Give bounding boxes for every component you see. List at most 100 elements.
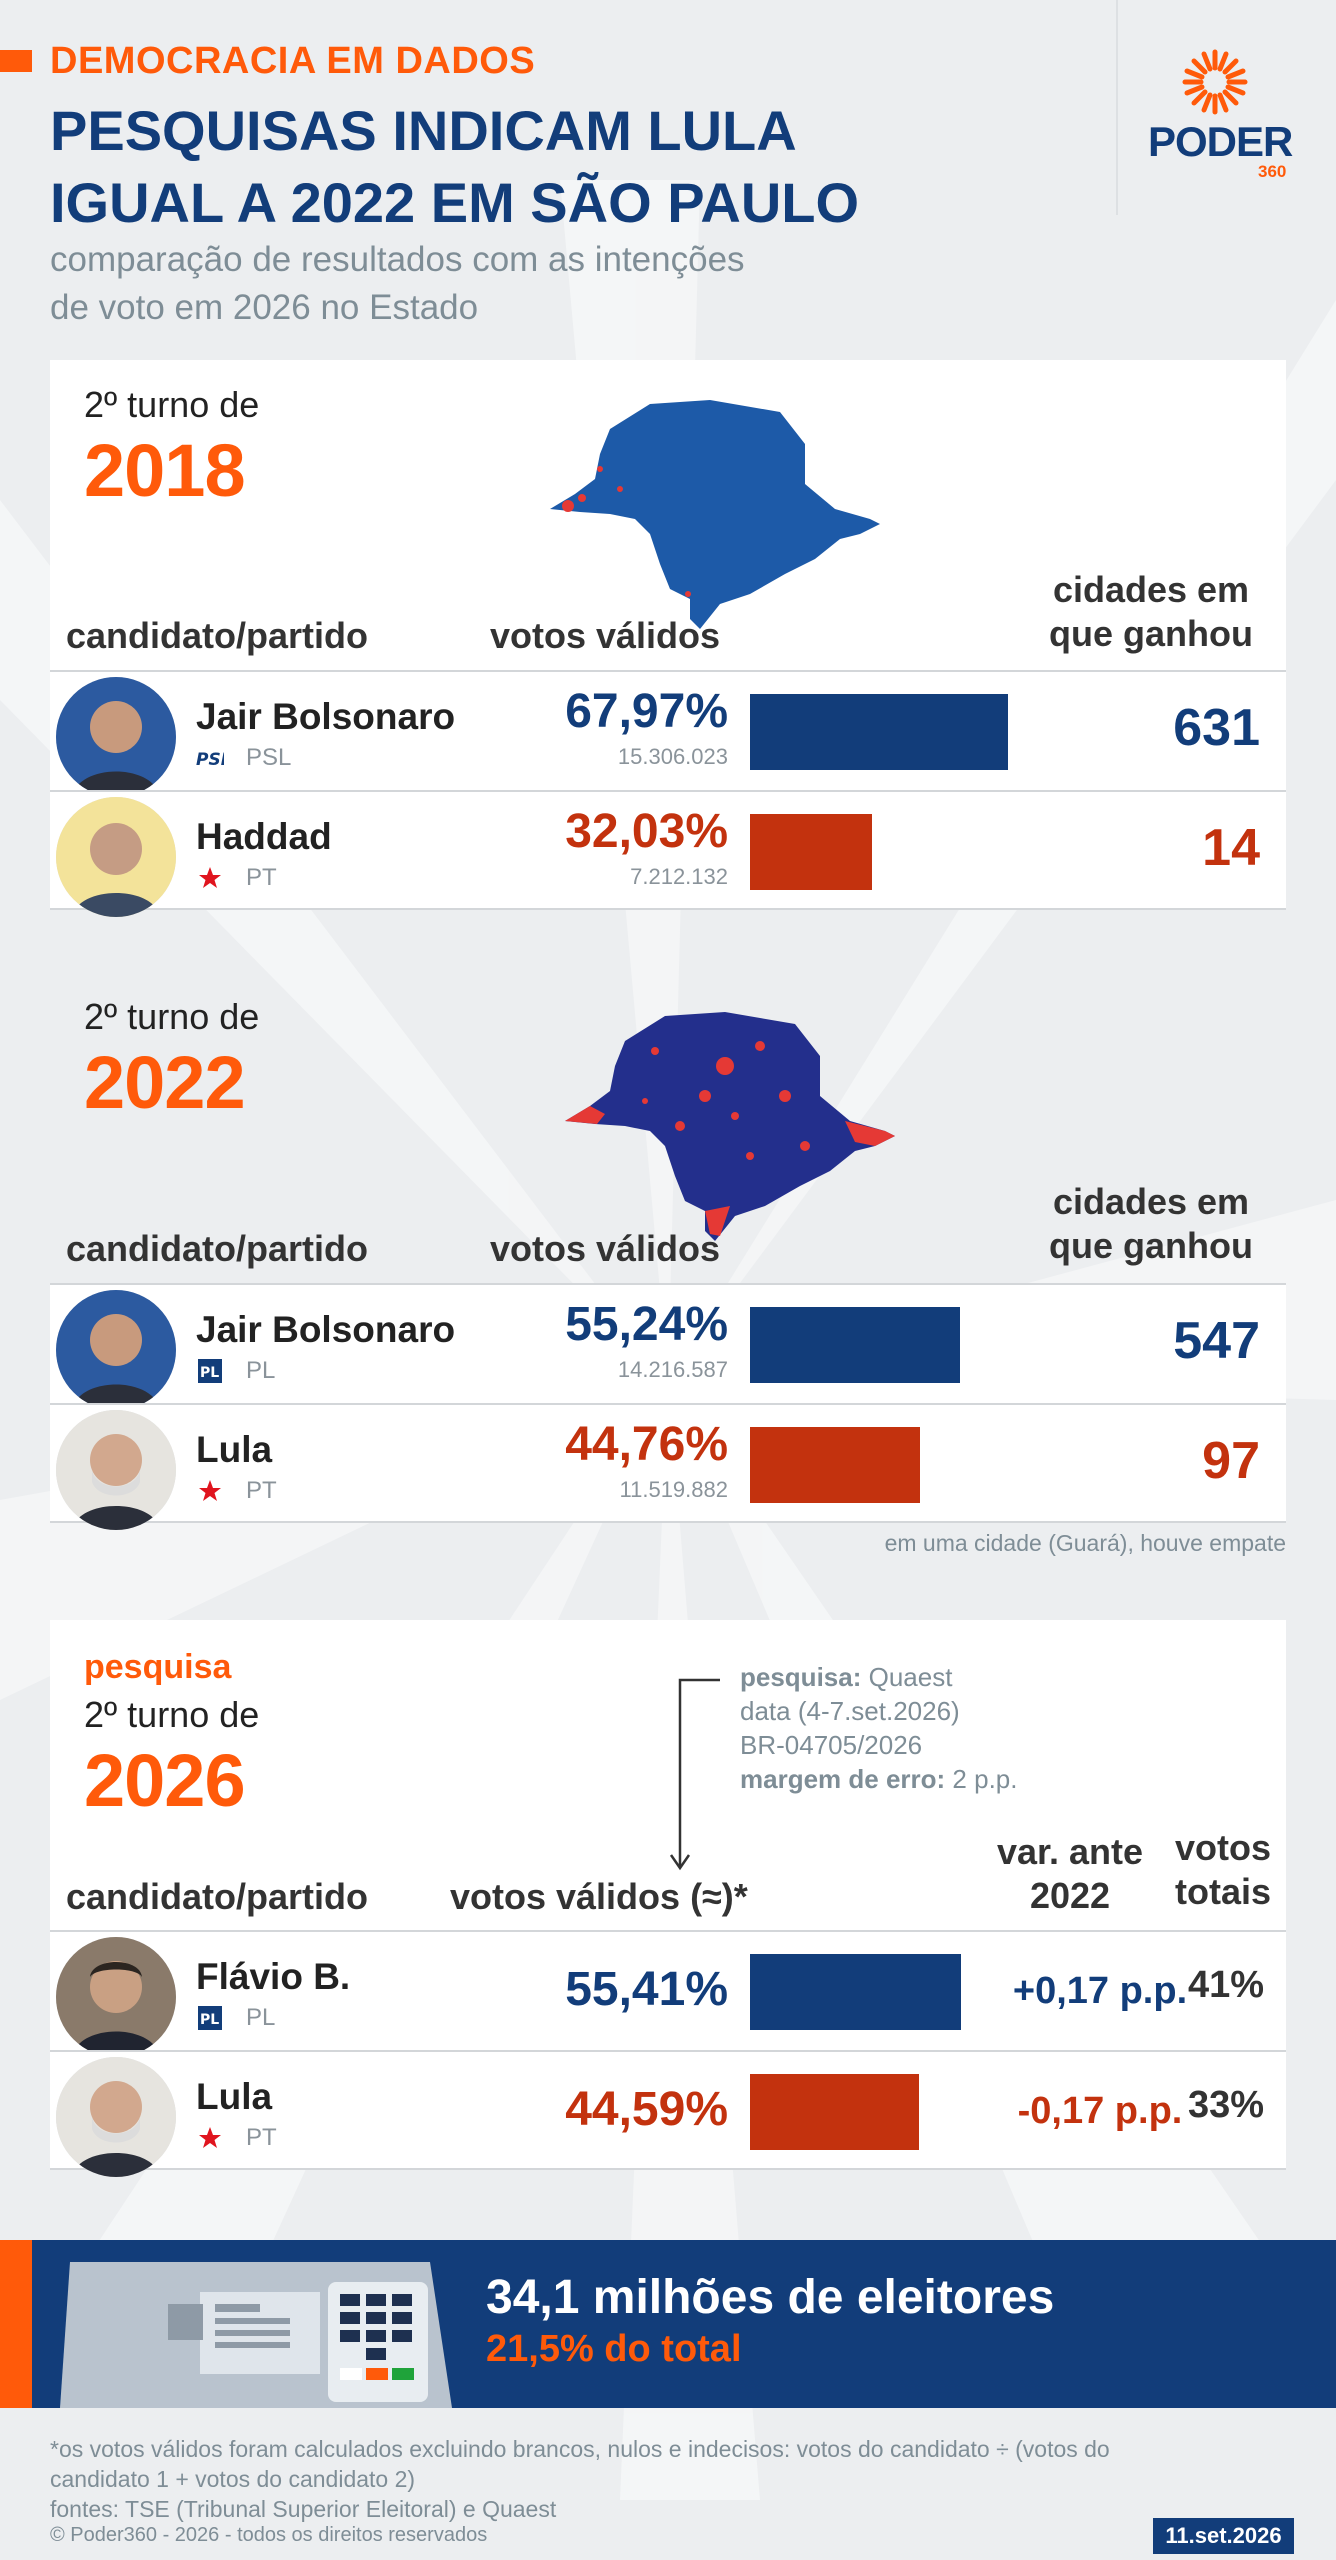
colhead-var-line1: var. ante (996, 1831, 1144, 1872)
svg-text:PL: PL (200, 1365, 219, 1381)
candidate-photo (56, 1290, 176, 1410)
margin-label: margem de erro: (740, 1764, 946, 1794)
colhead-total: votos totais (1160, 1826, 1286, 1914)
table-row: Flávio B. PL PL 55,41% +0,17 p.p. 41% (50, 1930, 1286, 2057)
colhead-total-line2: totais (1174, 1871, 1271, 1912)
tie-note: em uma cidade (Guará), houve empate (884, 1530, 1286, 1556)
svg-text:PL: PL (200, 2012, 219, 2028)
header-divider (1116, 0, 1118, 215)
votes-count: 14.216.587 (617, 1357, 728, 1382)
votes-count: 15.306.023 (617, 744, 728, 769)
subtitle-line-2: de voto em 2026 no Estado (50, 288, 479, 327)
footnote-line1: *os votos válidos foram calculados exclu… (50, 2436, 1110, 2462)
pl-logo-icon: PL (198, 2006, 222, 2030)
var-vs-2022: -0,17 p.p. (1017, 2090, 1183, 2132)
survey-date: data (4-7.set.2026) (740, 1696, 960, 1726)
colhead-total-line1: votos (1174, 1827, 1271, 1868)
candidate-name: Flávio B. (196, 1956, 351, 1997)
page-title: PESQUISAS INDICAM LULA IGUAL A 2022 EM S… (50, 95, 1050, 239)
table-row: Lula PT 44,59% -0,17 p.p. 33% (50, 2050, 1286, 2177)
candidate-name: Jair Bolsonaro (196, 1309, 456, 1350)
date-badge: 11.set.2026 (1153, 2518, 1294, 2554)
cities-won: 97 (1202, 1432, 1260, 1490)
kicker: DEMOCRACIA EM DADOS (50, 40, 536, 82)
kicker-bar (0, 50, 32, 72)
votes-count: 7.212.132 (630, 864, 728, 889)
logo-text: PODER (1148, 118, 1293, 165)
votes-count: 11.519.882 (619, 1477, 728, 1502)
vote-bar (750, 694, 1008, 770)
vote-bar (750, 1307, 960, 1383)
colhead-cities-line2: que ganhou (1049, 1225, 1253, 1266)
colhead-votes-2018: votos válidos (490, 615, 721, 656)
margin-value: 2 p.p. (952, 1764, 1018, 1794)
pl-logo-icon: PL (198, 1359, 222, 1383)
colhead-votes-2022: votos válidos (490, 1228, 721, 1269)
year-2026: 2026 (84, 1739, 246, 1822)
cities-won: 547 (1173, 1312, 1260, 1370)
title-line-1: PESQUISAS INDICAM LULA (50, 99, 797, 162)
candidate-name: Lula (196, 1429, 273, 1470)
party-name: PT (246, 2124, 277, 2151)
colhead-candidate-2026: candidato/partido (66, 1876, 369, 1917)
party-name: PL (246, 1357, 276, 1384)
table-row: Jair Bolsonaro PL PL 55,24% 14.216.587 5… (50, 1283, 1286, 1410)
pt-star-icon (199, 2127, 221, 2148)
banner-accent (0, 2240, 32, 2408)
candidate-name: Haddad (196, 816, 332, 857)
pct-label: 67,97% (565, 685, 728, 738)
pct-label: 44,59% (565, 2083, 728, 2136)
vote-bar (750, 2074, 919, 2150)
survey-registration: BR-04705/2026 (740, 1730, 923, 1760)
total-votes: 41% (1187, 1964, 1265, 2006)
colhead-cities-2018: cidades em que ganhou (1016, 568, 1286, 656)
candidate-photo (56, 677, 176, 797)
year-2022: 2022 (84, 1041, 246, 1124)
svg-text:PSL: PSL (196, 750, 224, 770)
cities-won: 14 (1202, 819, 1260, 877)
candidate-photo (56, 2057, 176, 2177)
title-line-2: IGUAL A 2022 EM SÃO PAULO (50, 171, 860, 234)
candidate-photo (56, 1410, 176, 1530)
ballot-box-icon (60, 2262, 452, 2408)
colhead-candidate-2022: candidato/partido (66, 1228, 369, 1269)
turno-label-2018: 2º turno de (84, 384, 260, 425)
banner-title: 34,1 milhões de eleitores (486, 2271, 1055, 2324)
survey-arrow-icon (669, 1678, 720, 1871)
psl-logo-icon: PSL (196, 750, 224, 770)
var-vs-2022: +0,17 p.p. (1012, 1970, 1188, 2012)
turno-label-2022: 2º turno de (84, 996, 260, 1037)
colhead-var: var. ante 2022 (980, 1830, 1160, 1918)
colhead-cities-2022: cidades em que ganhou (1016, 1180, 1286, 1268)
sao-paulo-map-2018 (550, 400, 880, 629)
survey-label: pesquisa: (740, 1662, 862, 1692)
page-subtitle: comparação de resultados com as intençõe… (50, 236, 1050, 332)
footnote: *os votos válidos foram calculados exclu… (50, 2434, 1230, 2524)
pesquisa-tag: pesquisa (84, 1648, 232, 1686)
total-votes: 33% (1187, 2084, 1265, 2126)
turno-label-2026: 2º turno de (84, 1694, 260, 1735)
colhead-cities-line1: cidades em (1052, 569, 1250, 610)
pt-star-icon (199, 1480, 221, 1501)
banner-subtitle: 21,5% do total (486, 2328, 742, 2370)
panel-2026 (50, 1620, 1286, 1930)
colhead-votes-approx: votos válidos (≈)* (450, 1876, 748, 1917)
table-row: Lula PT 44,76% 11.519.882 97 (50, 1403, 1286, 1530)
pct-label: 55,24% (565, 1298, 728, 1351)
pct-label: 44,76% (565, 1418, 728, 1471)
footnote-line2: candidato 1 + votos do candidato 2) (50, 2466, 416, 2492)
poder360-logo: PODER 360 (1140, 46, 1293, 186)
pct-label: 32,03% (565, 805, 728, 858)
party-name: PSL (246, 744, 292, 771)
party-name: PT (246, 1477, 277, 1504)
sao-paulo-map-2022 (565, 1012, 895, 1241)
candidate-photo (56, 797, 176, 917)
colhead-var-line2: 2022 (1029, 1875, 1111, 1916)
vote-bar (750, 1954, 961, 2030)
vote-bar (750, 814, 872, 890)
colhead-candidate-2018: candidato/partido (66, 615, 369, 656)
survey-info: pesquisa: Quaest data (4-7.set.2026) BR-… (740, 1660, 1140, 1796)
pct-label: 55,41% (565, 1963, 728, 2016)
pt-star-icon (199, 867, 221, 888)
party-name: PL (246, 2004, 276, 2031)
